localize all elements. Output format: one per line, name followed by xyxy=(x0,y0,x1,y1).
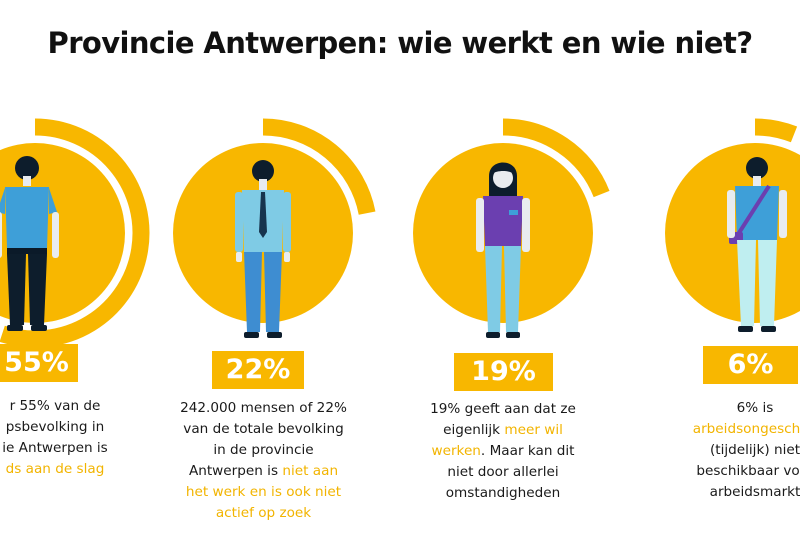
person-unfit-illustration xyxy=(727,157,787,332)
description-line: eigenlijk meer wil xyxy=(413,420,593,441)
progress-arc-19 xyxy=(502,118,610,198)
description-line: 19% geeft aan dat ze xyxy=(413,399,593,420)
description-segment: omstandigheden xyxy=(445,485,561,501)
description-text: 19% geeft aan dat ze eigenlijk meer wil we… xyxy=(413,399,593,504)
description-segment: 6% is xyxy=(736,400,774,416)
description-text: 242.000 mensen of 22% van de totale bevol… xyxy=(166,398,361,524)
person-wants-more-work-illustration xyxy=(476,162,530,338)
highlighted-text: meer wil xyxy=(504,422,563,438)
progress-arc-22 xyxy=(262,118,376,215)
person-inactive-illustration xyxy=(235,160,291,338)
highlighted-text: het werk en is ook niet xyxy=(185,484,342,500)
description-line: in de provincie xyxy=(166,440,361,461)
description-segment: niet door allerlei xyxy=(447,464,559,480)
description-text: r 55% van de psbevolking in ie Antwerpen i… xyxy=(0,396,130,480)
description-segment: 242.000 mensen of 22% xyxy=(180,400,347,416)
description-text: 6% is arbeidsongeschikt (tijdelijk) niet be… xyxy=(660,398,800,503)
highlighted-text: werken xyxy=(431,443,481,459)
highlighted-text: ds aan de slag xyxy=(5,461,105,477)
description-line: ie Antwerpen is xyxy=(0,438,130,459)
description-segment: 19% geeft aan dat ze xyxy=(430,401,576,417)
description-segment: beschikbaar voor xyxy=(696,463,800,479)
description-line: niet door allerlei xyxy=(413,462,593,483)
description-line: van de totale bevolking xyxy=(166,419,361,440)
percentage-label: 55% xyxy=(0,344,78,382)
description-segment: van de totale bevolking xyxy=(183,421,344,437)
progress-arc-55 xyxy=(0,118,150,348)
description-segment: in de provincie xyxy=(213,442,314,458)
highlighted-text: niet aan xyxy=(282,463,339,479)
description-line: werken. Maar kan dit xyxy=(413,441,593,462)
person-working-illustration xyxy=(0,156,59,331)
description-segment: (tijdelijk) niet xyxy=(709,442,800,458)
percentage-label: 22% xyxy=(212,351,304,389)
description-line: arbeidsongeschikt xyxy=(660,419,800,440)
description-segment: r 55% van de xyxy=(9,398,101,414)
description-segment: psbevolking in xyxy=(5,419,105,435)
page-title: Provincie Antwerpen: wie werkt en wie ni… xyxy=(47,26,754,60)
percentage-label: 6% xyxy=(703,346,798,384)
description-segment: Antwerpen is xyxy=(188,463,283,479)
description-segment: eigenlijk xyxy=(443,422,505,438)
description-line: Antwerpen is niet aan xyxy=(166,461,361,482)
description-line: (tijdelijk) niet xyxy=(660,440,800,461)
description-segment: ie Antwerpen is xyxy=(2,440,108,456)
description-line: ds aan de slag xyxy=(0,459,130,480)
description-line: omstandigheden xyxy=(413,483,593,504)
highlighted-text: actief op zoek xyxy=(215,505,312,521)
description-line: 242.000 mensen of 22% xyxy=(166,398,361,419)
description-line: het werk en is ook niet xyxy=(166,482,361,503)
description-line: actief op zoek xyxy=(166,503,361,524)
percentage-label: 19% xyxy=(454,353,553,391)
description-line: psbevolking in xyxy=(0,417,130,438)
description-line: 6% is xyxy=(660,398,800,419)
description-line: r 55% van de xyxy=(0,396,130,417)
description-line: arbeidsmarkt xyxy=(660,482,800,503)
description-segment: . Maar kan dit xyxy=(480,443,575,459)
description-segment: arbeidsmarkt xyxy=(709,484,800,500)
highlighted-text: arbeidsongeschikt xyxy=(692,421,800,437)
description-line: beschikbaar voor xyxy=(660,461,800,482)
progress-arc-6 xyxy=(754,118,798,143)
